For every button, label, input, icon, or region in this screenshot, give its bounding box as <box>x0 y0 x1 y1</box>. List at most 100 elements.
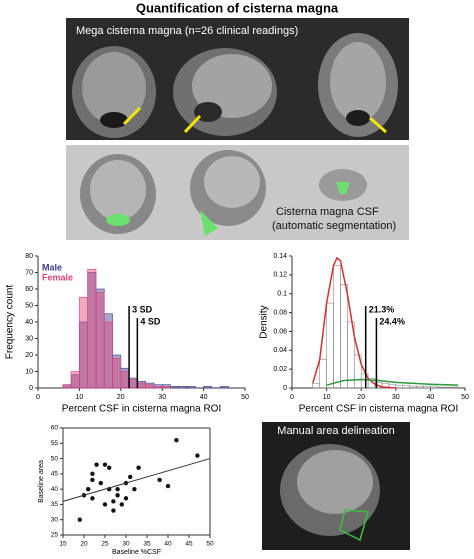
y-tick-label: 40 <box>51 486 59 493</box>
x-tick-label: 45 <box>185 541 193 548</box>
point <box>98 480 104 486</box>
mri-manual-brain <box>297 450 373 514</box>
y-tick-label: 0.02 <box>273 366 287 373</box>
y-axis-label: Baseline area <box>38 460 45 503</box>
bar <box>153 386 163 389</box>
threshold-label: 3 SD <box>132 304 153 314</box>
y-tick-label: 25 <box>51 532 59 539</box>
bar <box>103 321 113 389</box>
point <box>86 486 91 492</box>
y-tick-label: 30 <box>51 516 59 523</box>
bar <box>112 357 122 389</box>
bar <box>161 386 171 389</box>
bar <box>79 296 88 389</box>
x-tick-label: 40 <box>427 394 435 401</box>
y-tick-label: 35 <box>51 501 59 508</box>
x-tick-label: 0 <box>290 394 294 401</box>
density-curve <box>312 256 396 389</box>
y-tick-label: 45 <box>51 471 59 478</box>
point <box>90 477 95 483</box>
legend-entry: Male <box>42 262 62 272</box>
bar <box>62 384 72 389</box>
x-tick-label: 10 <box>323 394 331 401</box>
y-tick-label: 80 <box>25 253 33 260</box>
point <box>123 496 129 501</box>
bar <box>178 386 188 389</box>
bar <box>219 386 229 389</box>
seg-sagittal <box>190 150 266 236</box>
point <box>90 496 95 501</box>
density-curve <box>326 378 459 386</box>
y-tick-label: 0.12 <box>273 272 287 279</box>
legend-entry: Female <box>42 272 73 282</box>
y-tick-label: 0.14 <box>273 253 287 260</box>
point <box>115 493 120 498</box>
point <box>115 486 120 492</box>
y-axis-label: Density <box>259 305 270 338</box>
y-tick-label: 40 <box>25 319 33 326</box>
panel-label: Manual area delineation <box>277 425 394 437</box>
bar <box>145 384 155 389</box>
threshold-label: 4 SD <box>140 316 161 326</box>
y-tick-label: 50 <box>25 302 33 309</box>
x-tick-label: 20 <box>357 394 365 401</box>
bar <box>409 385 417 389</box>
y-tick-label: 0.1 <box>277 291 287 298</box>
y-tick-label: 10 <box>25 368 33 375</box>
point <box>90 471 95 477</box>
bar <box>333 265 341 389</box>
x-tick-label: 20 <box>80 541 88 548</box>
bar <box>430 385 438 389</box>
y-tick-label: 60 <box>51 425 59 432</box>
seg-coronal <box>80 154 156 234</box>
x-tick-label: 25 <box>101 541 109 548</box>
x-tick-label: 30 <box>158 394 166 401</box>
bar <box>450 386 459 389</box>
bar <box>312 382 320 389</box>
y-tick-label: 0.04 <box>273 347 287 354</box>
delineation <box>339 509 369 542</box>
y-tick-label: 60 <box>25 286 33 293</box>
point <box>128 474 133 480</box>
bar <box>70 371 80 389</box>
bar <box>95 291 105 389</box>
seg-axial <box>319 169 367 201</box>
x-tick-label: 40 <box>164 541 172 548</box>
bar <box>423 385 431 389</box>
x-tick-label: 30 <box>392 394 400 401</box>
y-tick-label: 0 <box>29 385 33 392</box>
point <box>174 438 179 443</box>
point <box>111 499 116 504</box>
point <box>102 462 108 467</box>
panel-label: Mega cisterna magna (n=26 clinical readi… <box>76 25 298 37</box>
point <box>195 453 200 458</box>
bar <box>340 283 348 389</box>
y-tick-label: 30 <box>25 335 33 342</box>
bar <box>353 354 362 389</box>
mri-coronal <box>72 46 156 138</box>
y-tick-label: 55 <box>51 440 59 447</box>
point <box>136 465 141 470</box>
x-tick-label: 50 <box>241 394 249 401</box>
bar <box>170 386 180 389</box>
x-axis-label: Percent CSF in cisterna magna ROI <box>299 404 459 415</box>
point <box>77 517 83 522</box>
y-tick-label: 0.06 <box>273 328 287 335</box>
x-axis-label: Percent CSF in cisterna magna ROI <box>62 404 222 415</box>
x-tick-label: 15 <box>59 541 67 548</box>
x-axis-label: Baseline %CSF <box>112 549 161 554</box>
point <box>165 483 171 489</box>
x-tick-label: 20 <box>117 394 125 401</box>
mri-axial <box>318 33 398 137</box>
y-tick-label: 0 <box>283 385 287 392</box>
bar <box>120 371 130 389</box>
bar <box>416 385 424 389</box>
x-tick-label: 50 <box>206 541 214 548</box>
bar <box>186 386 196 389</box>
panel-label: (automatic segmentation) <box>272 220 396 232</box>
point <box>107 465 112 470</box>
y-tick-label: 0.08 <box>273 309 287 316</box>
x-tick-label: 30 <box>122 541 130 548</box>
x-tick-label: 0 <box>36 394 40 401</box>
